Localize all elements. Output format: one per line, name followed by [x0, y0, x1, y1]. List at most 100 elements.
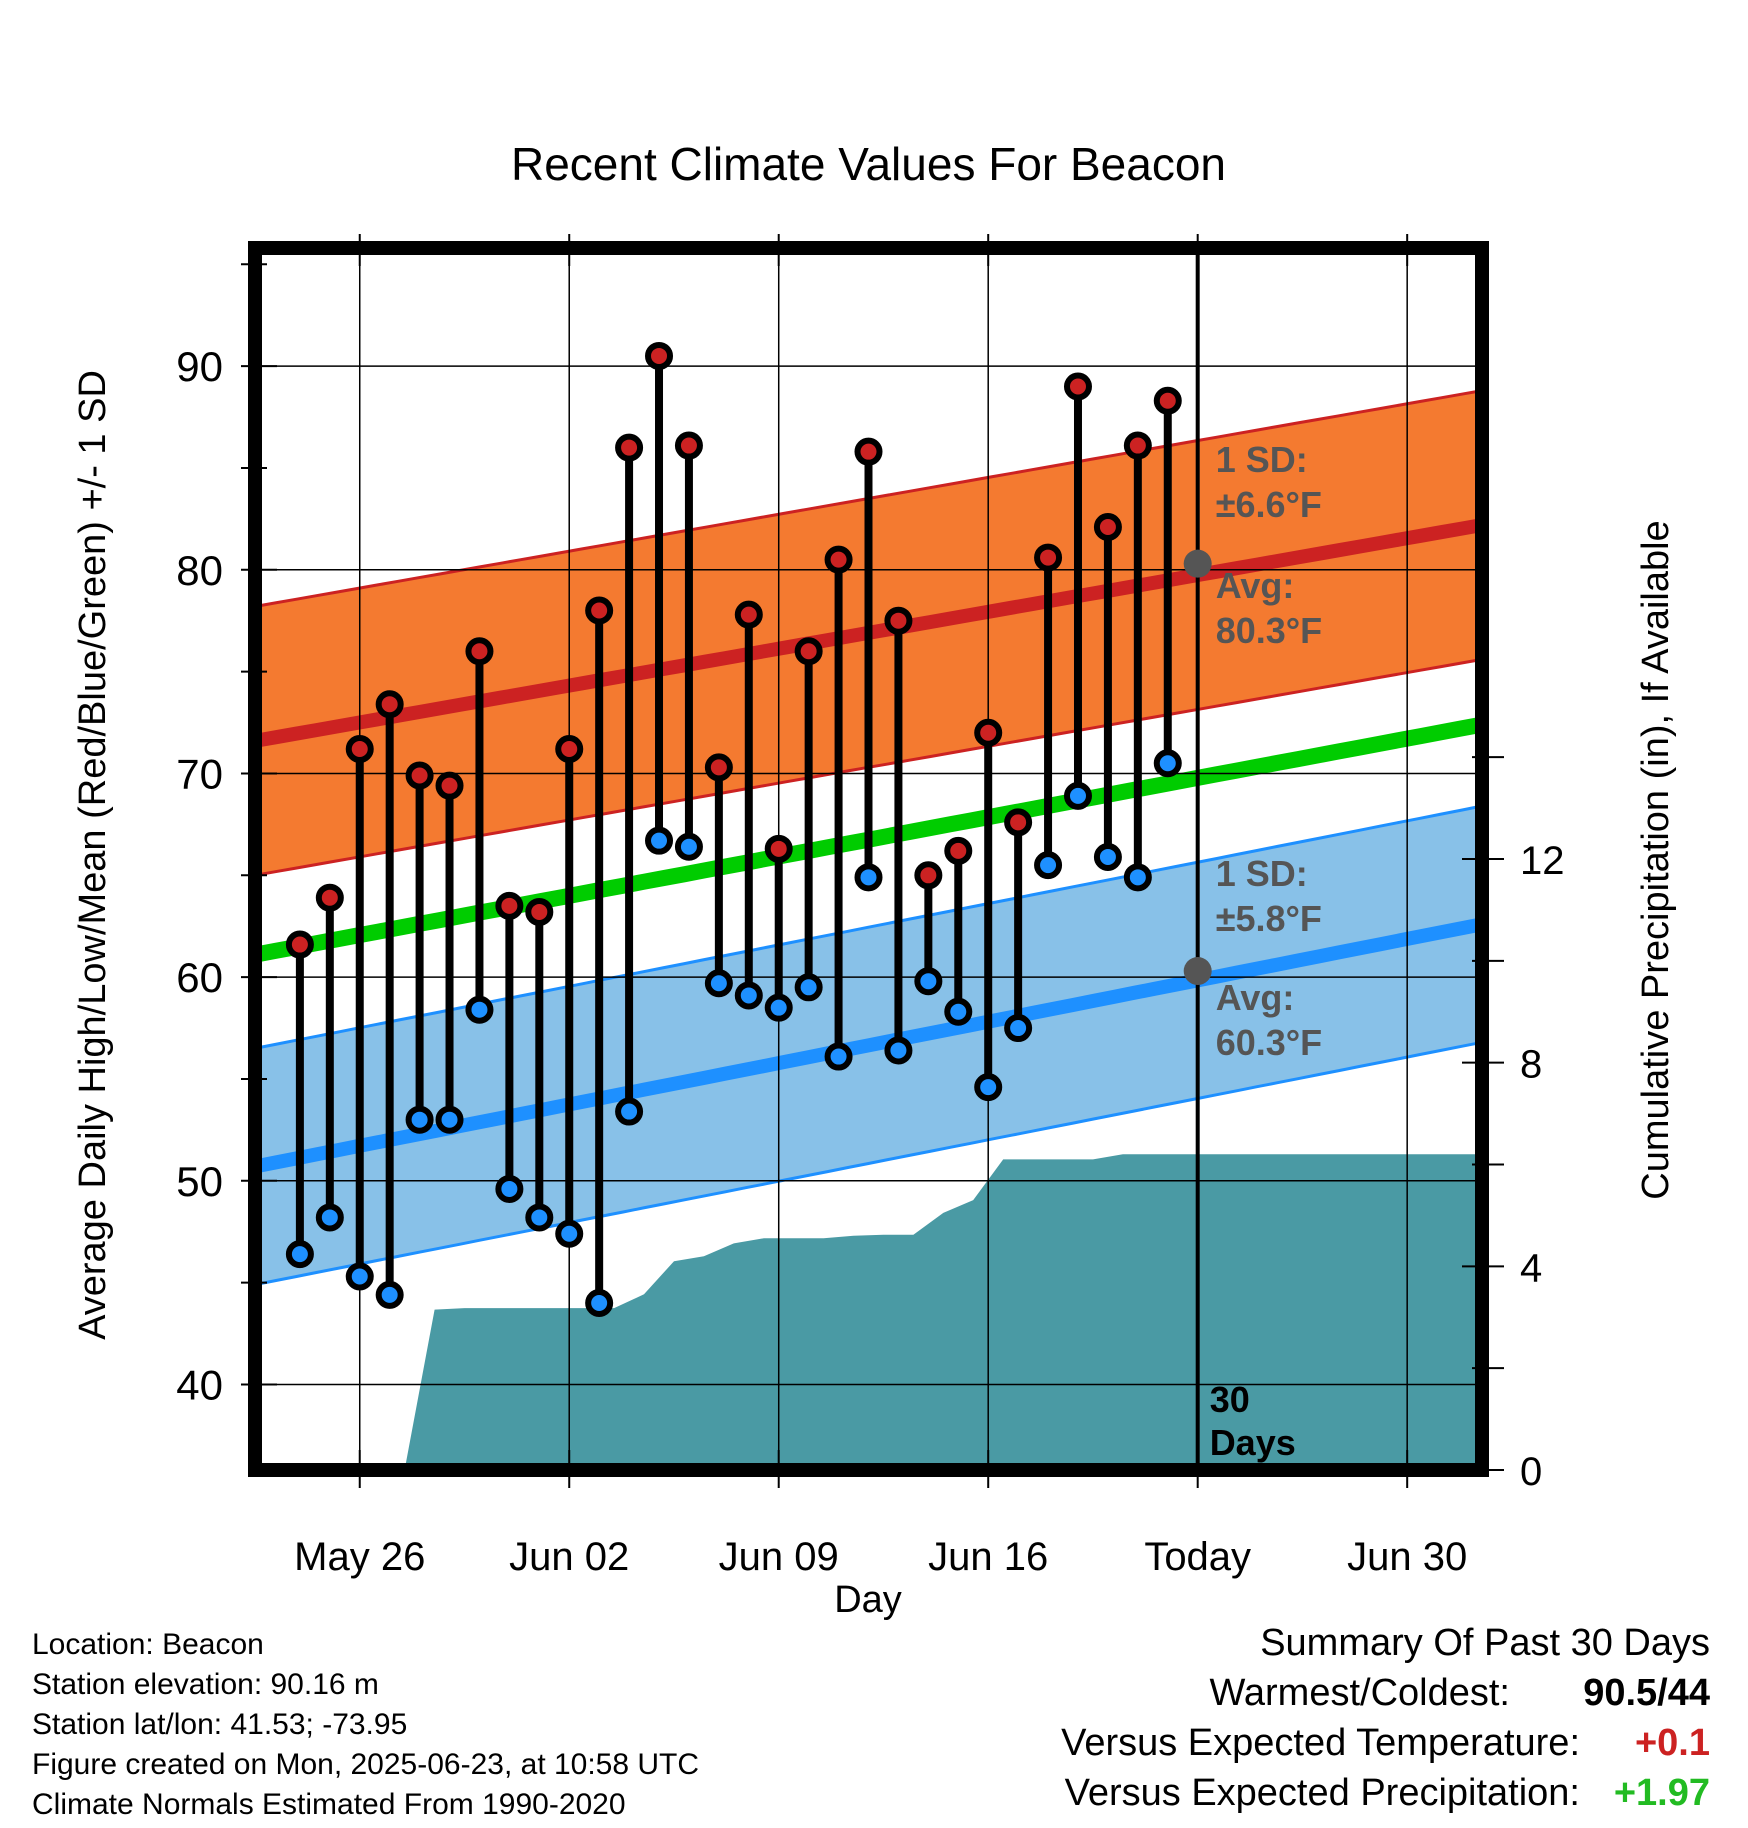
daily-high-point — [794, 637, 823, 666]
daily-low-point — [525, 1203, 554, 1232]
precip-anomaly-value: +1.97 — [1613, 1772, 1710, 1814]
daily-low-point — [674, 832, 703, 861]
daily-high-point — [824, 545, 853, 574]
daily-high-point — [854, 437, 883, 466]
warmest-coldest-row: Warmest/Coldest: 90.5/44 — [1061, 1672, 1710, 1722]
x-axis-label: Day — [834, 1579, 902, 1620]
daily-high-point — [944, 836, 973, 865]
y2-axis-label: Cumulative Precipitation (in), If Availa… — [1635, 520, 1677, 1199]
daily-low-point — [1093, 842, 1122, 871]
high-avg-value: 80.3°F — [1216, 610, 1322, 651]
daily-low-point — [315, 1203, 344, 1232]
low-avg-label: Avg: — [1216, 977, 1295, 1018]
daily-low-point — [764, 993, 793, 1022]
daily-low-point — [1123, 863, 1152, 892]
elevation-text: Station elevation: 90.16 m — [32, 1668, 379, 1701]
precip-anomaly-label: Versus Expected Precipitation: — [1064, 1772, 1580, 1814]
x-tick-label: Jun 30 — [1347, 1535, 1467, 1579]
temp-anomaly-label: Versus Expected Temperature: — [1061, 1722, 1580, 1764]
high-sd-label: 1 SD: — [1216, 439, 1308, 480]
daily-high-point — [704, 753, 733, 782]
x-tick-label: Today — [1144, 1535, 1251, 1579]
frame-layer — [241, 234, 1504, 1488]
daily-low-point — [585, 1288, 614, 1317]
daily-low-point — [734, 981, 763, 1010]
daily-low-point — [1004, 1014, 1033, 1043]
y2-tick-label: 4 — [1520, 1246, 1542, 1290]
daily-high-point — [285, 930, 314, 959]
cumulative-precip-area — [404, 1154, 1483, 1470]
y-tick-label: 90 — [176, 343, 223, 390]
daily-low-point — [854, 863, 883, 892]
precip-layer — [404, 1154, 1483, 1470]
daily-low-point — [794, 973, 823, 1002]
today-high-avg-marker — [1183, 549, 1212, 578]
warmest-coldest-value: 90.5/44 — [1583, 1672, 1710, 1714]
warmest-coldest-label: Warmest/Coldest: — [1209, 1672, 1510, 1714]
daily-high-point — [525, 897, 554, 926]
daily-high-point — [615, 433, 644, 462]
daily-low-point — [495, 1174, 524, 1203]
created-text: Figure created on Mon, 2025-06-23, at 10… — [32, 1748, 700, 1781]
daily-low-point — [824, 1042, 853, 1071]
y2-tick-label: 12 — [1520, 839, 1565, 883]
y2-tick-label: 0 — [1520, 1450, 1542, 1494]
x-tick-label: May 26 — [294, 1535, 425, 1579]
low-sd-lower-line — [254, 1040, 1483, 1287]
daily-high-point — [734, 600, 763, 629]
daily-high-point — [674, 431, 703, 460]
daily-high-point — [495, 891, 524, 920]
y-axis-label: Average Daily High/Low/Mean (Red/Blue/Gr… — [72, 370, 114, 1340]
low-sd-upper-line — [254, 804, 1483, 1050]
daily-low-point — [944, 997, 973, 1026]
daily-low-point — [615, 1097, 644, 1126]
y-tick-label: 40 — [176, 1361, 223, 1408]
daily-high-point — [914, 861, 943, 890]
daily-low-point — [345, 1262, 374, 1291]
location-text: Location: Beacon — [32, 1628, 264, 1661]
daily-low-point — [704, 969, 733, 998]
daily-low-point — [914, 967, 943, 996]
climate-chart: Recent Climate Values For Beacon40506070… — [72, 138, 1677, 1620]
daily-high-point — [375, 690, 404, 719]
daily-low-point — [884, 1036, 913, 1065]
daily-high-point — [405, 761, 434, 790]
daily-low-point — [555, 1219, 584, 1248]
daily-high-point — [435, 771, 464, 800]
high-avg-label: Avg: — [1216, 565, 1295, 606]
station-info: Location: Beacon Station elevation: 90.1… — [32, 1625, 699, 1825]
daily-low-point — [1034, 851, 1063, 880]
days-word-label: Days — [1210, 1422, 1296, 1463]
daily-high-point — [764, 834, 793, 863]
daily-high-point — [1093, 513, 1122, 542]
y-tick-label: 80 — [176, 547, 223, 594]
daily-high-point — [465, 637, 494, 666]
daily-low-point — [1153, 749, 1182, 778]
y-tick-label: 60 — [176, 954, 223, 1001]
x-tick-label: Jun 16 — [928, 1535, 1048, 1579]
latlon-text: Station lat/lon: 41.53; -73.95 — [32, 1708, 408, 1741]
low-avg-value: 60.3°F — [1216, 1022, 1322, 1063]
summary-panel: Summary Of Past 30 Days Warmest/Coldest:… — [1061, 1622, 1710, 1822]
high-sd-value: ±6.6°F — [1216, 484, 1322, 525]
daily-high-point — [315, 883, 344, 912]
summary-heading: Summary Of Past 30 Days — [1260, 1622, 1710, 1664]
y2-tick-label: 8 — [1520, 1043, 1542, 1087]
daily-high-point — [1034, 543, 1063, 572]
daily-high-point — [974, 718, 1003, 747]
daily-low-point — [375, 1280, 404, 1309]
daily-low-point — [1063, 781, 1092, 810]
daily-high-point — [1004, 808, 1033, 837]
days-count-label: 30 — [1210, 1379, 1250, 1420]
chart-title: Recent Climate Values For Beacon — [511, 138, 1226, 190]
text-layer: Recent Climate Values For Beacon40506070… — [72, 138, 1677, 1620]
daily-high-point — [345, 735, 374, 764]
temp-anomaly-row: Versus Expected Temperature: +0.1 — [1061, 1722, 1710, 1772]
daily-high-point — [555, 735, 584, 764]
daily-high-point — [645, 341, 674, 370]
low-sd-value: ±5.8°F — [1216, 898, 1322, 939]
today-low-avg-marker — [1183, 957, 1212, 986]
x-tick-label: Jun 02 — [509, 1535, 629, 1579]
y-tick-label: 50 — [176, 1158, 223, 1205]
daily-low-point — [645, 826, 674, 855]
